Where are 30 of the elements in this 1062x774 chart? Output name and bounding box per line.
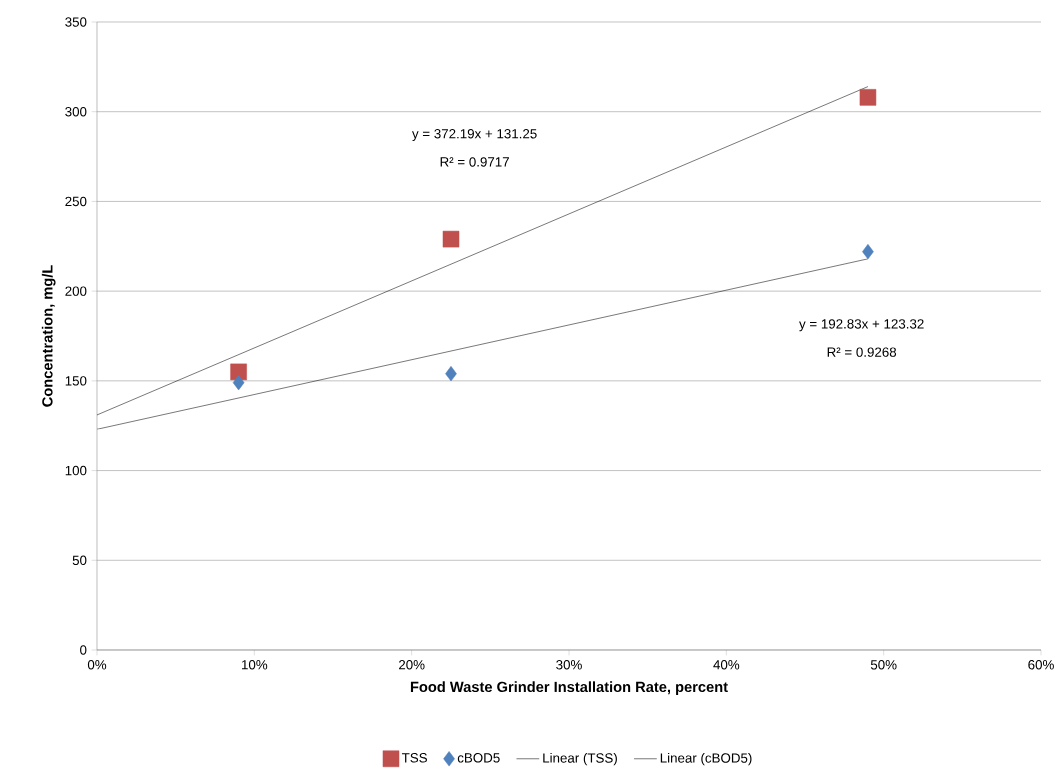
y-axis-title: Concentration, mg/L	[41, 265, 56, 407]
legend-label: TSS	[401, 753, 427, 763]
legend-label: Linear (TSS)	[543, 752, 617, 766]
x-tick-label: 50%	[870, 660, 897, 670]
x-tick-label: 20%	[399, 660, 425, 670]
x-tick-label: 10%	[242, 660, 268, 670]
y-tick-label: 350	[65, 17, 87, 27]
x-tick-label: 40%	[713, 660, 740, 670]
annotation: R² = 0.9268	[827, 347, 897, 357]
x-axis-title: Food Waste Grinder Installation Rate, percent	[410, 681, 728, 695]
point	[232, 375, 245, 391]
annotation: R² = 0.9717	[440, 157, 509, 167]
y-tick-label: 0	[80, 645, 87, 655]
y-tick-label: 250	[65, 196, 87, 207]
y-tick-label: 200	[65, 286, 87, 296]
legend-label: Linear (cBOD5)	[660, 752, 752, 766]
annotation: y = 372.19x + 131.25	[412, 129, 537, 142]
legend-label: cBOD5	[457, 753, 500, 763]
y-tick-label: 150	[65, 376, 87, 386]
point	[859, 89, 877, 106]
x-tick-label: 0%	[87, 660, 107, 670]
point	[442, 230, 460, 248]
point	[445, 366, 457, 382]
y-tick-label: 300	[65, 106, 87, 117]
y-tick-label: 100	[65, 465, 87, 476]
y-tick-label: 50	[72, 555, 87, 565]
annotation: y = 192.83x + 123.32	[799, 319, 924, 332]
x-tick-label: 30%	[556, 660, 582, 670]
point	[862, 244, 874, 260]
x-tick-label: 60%	[1028, 660, 1054, 670]
